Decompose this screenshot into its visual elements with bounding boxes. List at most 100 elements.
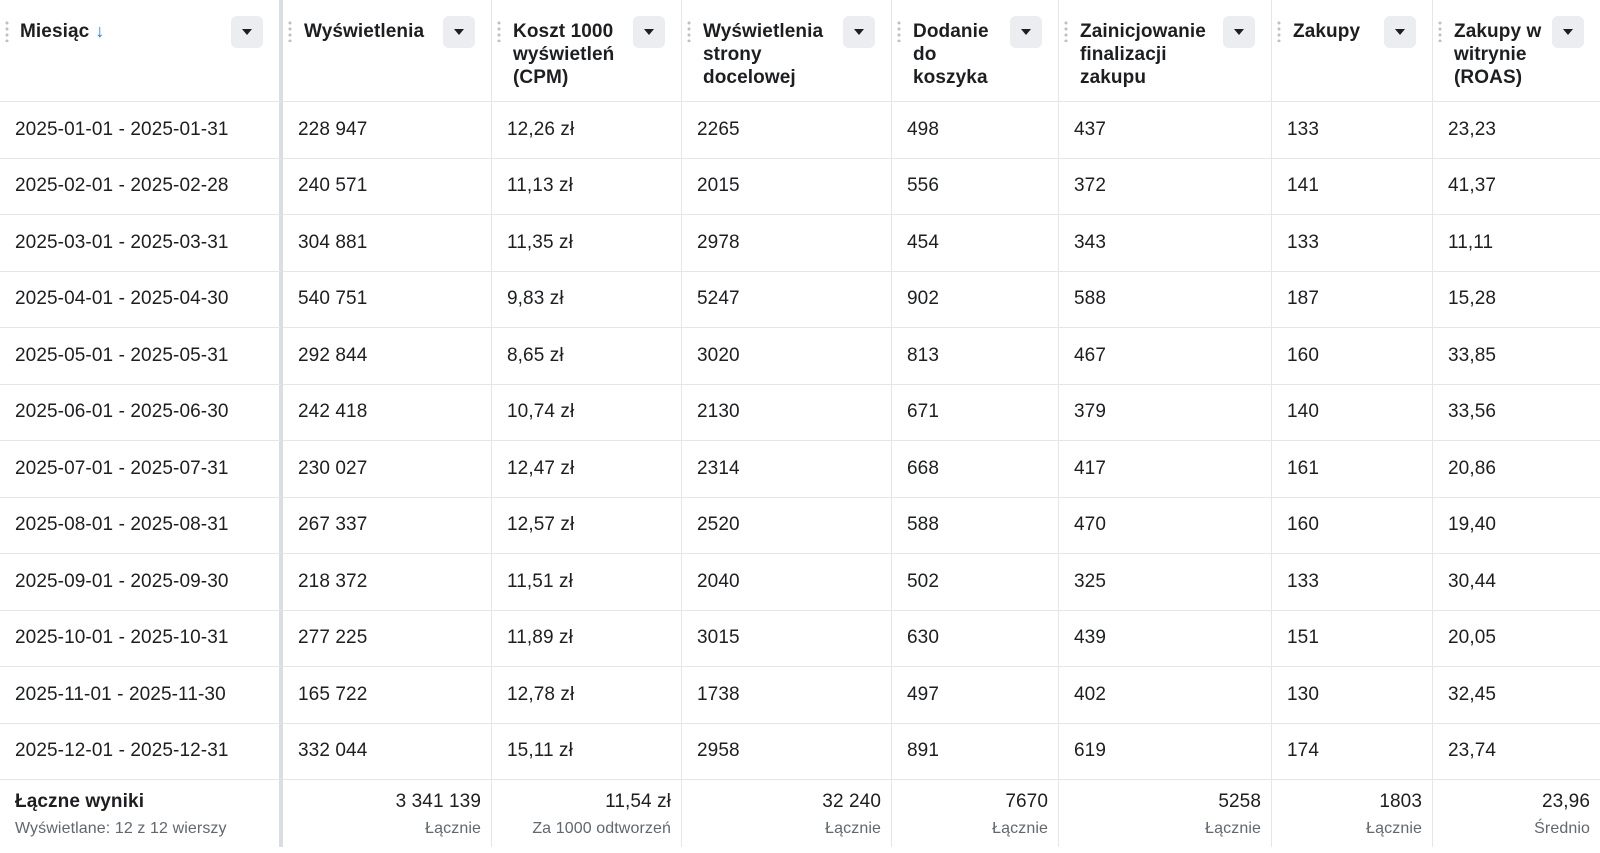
table-row-month-cell: 2025-06-01 - 2025-06-30 — [0, 384, 283, 441]
column-menu-button[interactable] — [231, 16, 263, 48]
table-cell: 33,85 — [1433, 328, 1600, 385]
table-cell: 671 — [892, 384, 1059, 441]
column-header-initiate-checkout[interactable]: Zainicjowanie finalizacji zakupu — [1059, 0, 1272, 102]
column-header-landing-page-views[interactable]: Wyświetlenia strony docelowej — [682, 0, 892, 102]
table-cell: 8,65 zł — [492, 328, 682, 385]
table-cell: 467 — [1059, 328, 1272, 385]
totals-label: Za 1000 odtworzeń — [532, 820, 671, 837]
table-row-month-cell: 2025-08-01 - 2025-08-31 — [0, 497, 283, 554]
totals-value: 23,96 — [1541, 791, 1590, 812]
table-cell: 630 — [892, 610, 1059, 667]
totals-rows-shown: Wyświetlane: 12 z 12 wierszy — [15, 820, 227, 837]
table-cell: 187 — [1272, 271, 1433, 328]
table-cell: 240 571 — [283, 158, 492, 215]
table-cell: 502 — [892, 554, 1059, 611]
table-cell: 140 — [1272, 384, 1433, 441]
table-cell: 12,57 zł — [492, 497, 682, 554]
table-cell: 141 — [1272, 158, 1433, 215]
table-cell: 304 881 — [283, 215, 492, 272]
table-row-month-cell: 2025-03-01 - 2025-03-31 — [0, 215, 283, 272]
column-header-label: Wyświetlenia strony docelowej — [703, 21, 824, 88]
column-drag-handle[interactable] — [1438, 20, 1442, 42]
table-cell: 267 337 — [283, 497, 492, 554]
table-cell: 11,11 — [1433, 215, 1600, 272]
table-cell: 588 — [892, 497, 1059, 554]
table-cell: 277 225 — [283, 610, 492, 667]
table-cell: 498 — [892, 102, 1059, 159]
table-row-month-cell: 2025-12-01 - 2025-12-31 — [0, 723, 283, 780]
table-cell: 2015 — [682, 158, 892, 215]
column-header-label: Wyświetlenia — [304, 21, 425, 42]
table-cell: 619 — [1059, 723, 1272, 780]
sort-descending-icon[interactable]: ↓ — [95, 21, 105, 41]
table-cell: 230 027 — [283, 441, 492, 498]
table-cell: 402 — [1059, 667, 1272, 724]
table-cell: 10,74 zł — [492, 384, 682, 441]
table-row-month-cell: 2025-01-01 - 2025-01-31 — [0, 102, 283, 159]
totals-cell: 5258 Łącznie — [1059, 780, 1272, 847]
column-drag-handle[interactable] — [5, 20, 9, 42]
column-menu-button[interactable] — [1384, 16, 1416, 48]
table-cell: 228 947 — [283, 102, 492, 159]
column-drag-handle[interactable] — [1064, 20, 1068, 42]
table-cell: 161 — [1272, 441, 1433, 498]
totals-label: Łącznie — [1366, 820, 1422, 837]
totals-value: 5258 — [1218, 791, 1261, 812]
column-header-label: Miesiąc — [20, 21, 90, 42]
table-cell: 2958 — [682, 723, 892, 780]
column-drag-handle[interactable] — [687, 20, 691, 42]
totals-label: Łącznie — [992, 820, 1048, 837]
table-cell: 556 — [892, 158, 1059, 215]
column-header-label: Zakupy — [1293, 21, 1361, 42]
table-cell: 23,23 — [1433, 102, 1600, 159]
table-cell: 439 — [1059, 610, 1272, 667]
table-row-month-cell: 2025-04-01 - 2025-04-30 — [0, 271, 283, 328]
column-header-add-to-cart[interactable]: Dodanie do koszyka — [892, 0, 1059, 102]
column-menu-button[interactable] — [1223, 16, 1255, 48]
table-cell: 151 — [1272, 610, 1433, 667]
column-drag-handle[interactable] — [1277, 20, 1281, 42]
table-row-month-cell: 2025-02-01 - 2025-02-28 — [0, 158, 283, 215]
column-header-label: Zakupy w witrynie (ROAS) — [1454, 21, 1542, 88]
column-header-label: Zainicjowanie finalizacji zakupu — [1080, 21, 1206, 88]
table-cell: 165 722 — [283, 667, 492, 724]
table-cell: 325 — [1059, 554, 1272, 611]
table-cell: 12,26 zł — [492, 102, 682, 159]
column-menu-button[interactable] — [1552, 16, 1584, 48]
table-cell: 20,86 — [1433, 441, 1600, 498]
table-cell: 3020 — [682, 328, 892, 385]
table-cell: 540 751 — [283, 271, 492, 328]
column-menu-button[interactable] — [633, 16, 665, 48]
table-cell: 11,35 zł — [492, 215, 682, 272]
column-header-purchases[interactable]: Zakupy — [1272, 0, 1433, 102]
caret-down-icon — [854, 29, 864, 35]
table-cell: 379 — [1059, 384, 1272, 441]
column-header-month[interactable]: Miesiąc ↓ — [0, 0, 283, 102]
caret-down-icon — [454, 29, 464, 35]
totals-value: 3 341 139 — [395, 791, 481, 812]
column-header-roas[interactable]: Zakupy w witrynie (ROAS) — [1433, 0, 1600, 102]
table-cell: 15,28 — [1433, 272, 1600, 328]
totals-cell: 23,96 Średnio — [1433, 780, 1600, 847]
table-cell: 2265 — [682, 102, 892, 159]
table-cell: 470 — [1059, 497, 1272, 554]
table-row-month-cell: 2025-05-01 - 2025-05-31 — [0, 328, 283, 385]
table-cell: 343 — [1059, 215, 1272, 272]
totals-label: Średnio — [1534, 820, 1590, 837]
table-cell: 19,40 — [1433, 498, 1600, 554]
column-menu-button[interactable] — [443, 16, 475, 48]
column-drag-handle[interactable] — [497, 20, 501, 42]
caret-down-icon — [644, 29, 654, 35]
column-header-impressions[interactable]: Wyświetlenia — [283, 0, 492, 102]
table-cell: 12,47 zł — [492, 441, 682, 498]
table-cell: 372 — [1059, 158, 1272, 215]
column-menu-button[interactable] — [1010, 16, 1042, 48]
column-header-cpm[interactable]: Koszt 1000 wyświetleń (CPM) — [492, 0, 682, 102]
caret-down-icon — [1563, 29, 1573, 35]
table-cell: 41,37 — [1433, 159, 1600, 215]
table-cell: 218 372 — [283, 554, 492, 611]
column-drag-handle[interactable] — [897, 20, 901, 42]
column-drag-handle[interactable] — [288, 20, 292, 42]
column-menu-button[interactable] — [843, 16, 875, 48]
caret-down-icon — [1395, 29, 1405, 35]
